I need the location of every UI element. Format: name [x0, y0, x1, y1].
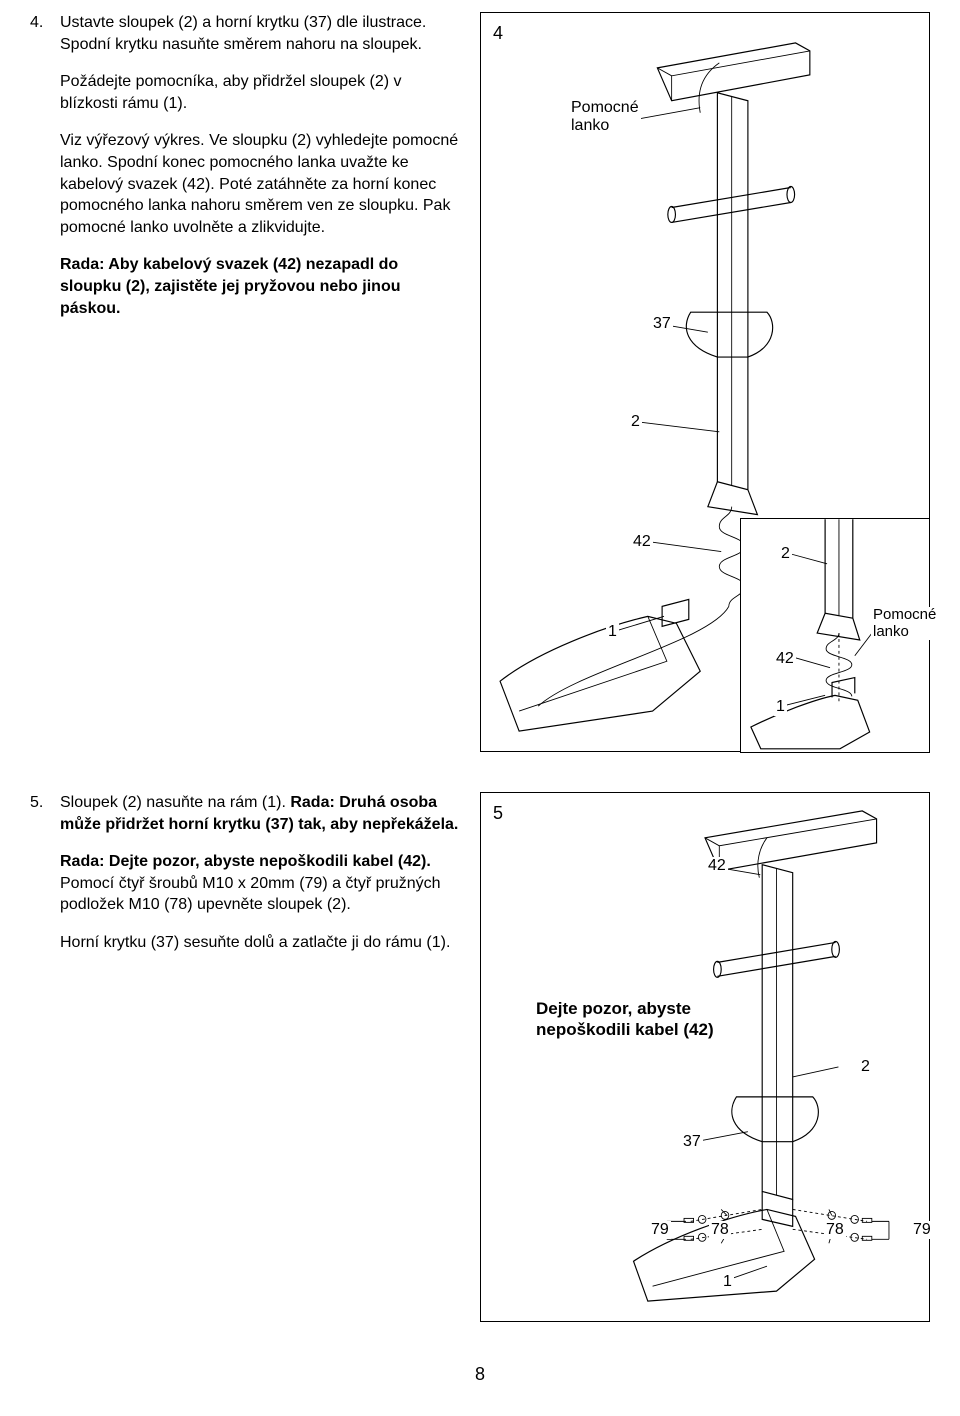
callout-2: 2 [629, 413, 642, 431]
step-body: Ustavte sloupek (2) a horní krytku (37) … [60, 12, 460, 335]
step-4-text: 4. Ustavte sloupek (2) a horní krytku (3… [30, 12, 460, 752]
para-tip: Rada: Aby kabelový svazek (42) nezapadl … [60, 254, 460, 319]
step-5-text: 5. Sloupek (2) nasuňte na rám (1). Rada:… [30, 792, 460, 1322]
callout-78-left: 78 [709, 1221, 731, 1239]
figure-number: 5 [493, 801, 503, 825]
para: Rada: Dejte pozor, abyste nepoškodili ka… [60, 851, 460, 916]
para: Požádejte pomocníka, aby přidržel sloupe… [60, 71, 460, 114]
para-plain: Sloupek (2) nasuňte na rám (1). [60, 794, 290, 811]
para: Ustavte sloupek (2) a horní krytku (37) … [60, 12, 460, 55]
para-plain: Pomocí čtyř šroubů M10 x 20mm (79) a čty… [60, 875, 441, 914]
callout-1: 1 [606, 623, 619, 641]
step-5-row: 5. Sloupek (2) nasuňte na rám (1). Rada:… [30, 792, 930, 1322]
figure-4-inset: 2 Pomocné lanko 42 1 [740, 518, 930, 753]
inset-callout-42: 42 [774, 650, 796, 668]
callout-78-right: 78 [824, 1221, 846, 1239]
page-number: 8 [30, 1362, 930, 1386]
step-4: 4. Ustavte sloupek (2) a horní krytku (3… [30, 12, 460, 335]
callout-42: 42 [631, 533, 653, 551]
warning-text: Dejte pozor, abyste nepoškodili kabel (4… [536, 998, 714, 1041]
step-4-row: 4. Ustavte sloupek (2) a horní krytku (3… [30, 12, 930, 752]
step-body: Sloupek (2) nasuňte na rám (1). Rada: Dr… [60, 792, 460, 970]
inset-callout-2: 2 [779, 545, 792, 563]
para: Viz výřezový výkres. Ve sloupku (2) vyhl… [60, 130, 460, 238]
step-5: 5. Sloupek (2) nasuňte na rám (1). Rada:… [30, 792, 460, 970]
para-bold-lead: Rada: Dejte pozor, abyste nepoškodili ka… [60, 853, 431, 870]
callout-37: 37 [681, 1133, 703, 1151]
figure-4: 4 [480, 12, 930, 752]
para: Sloupek (2) nasuňte na rám (1). Rada: Dr… [60, 792, 460, 835]
para: Horní krytku (37) sesuňte dolů a zatlačt… [60, 932, 460, 954]
callout-pomocne-lanko: Pomocné lanko [569, 99, 641, 134]
callout-42: 42 [706, 857, 728, 875]
callout-1: 1 [721, 1273, 734, 1291]
callout-79-right: 79 [911, 1221, 933, 1239]
callout-2: 2 [859, 1058, 872, 1076]
inset-callout-1: 1 [774, 698, 787, 716]
step-number: 4. [30, 12, 60, 335]
inset-callout-pomocne-lanko: Pomocné lanko [871, 607, 938, 640]
figure-5-svg [481, 793, 929, 1321]
callout-37: 37 [651, 315, 673, 333]
step-number: 5. [30, 792, 60, 970]
callout-79-left: 79 [649, 1221, 671, 1239]
figure-number: 4 [493, 21, 503, 45]
figure-5: 5 [480, 792, 930, 1322]
